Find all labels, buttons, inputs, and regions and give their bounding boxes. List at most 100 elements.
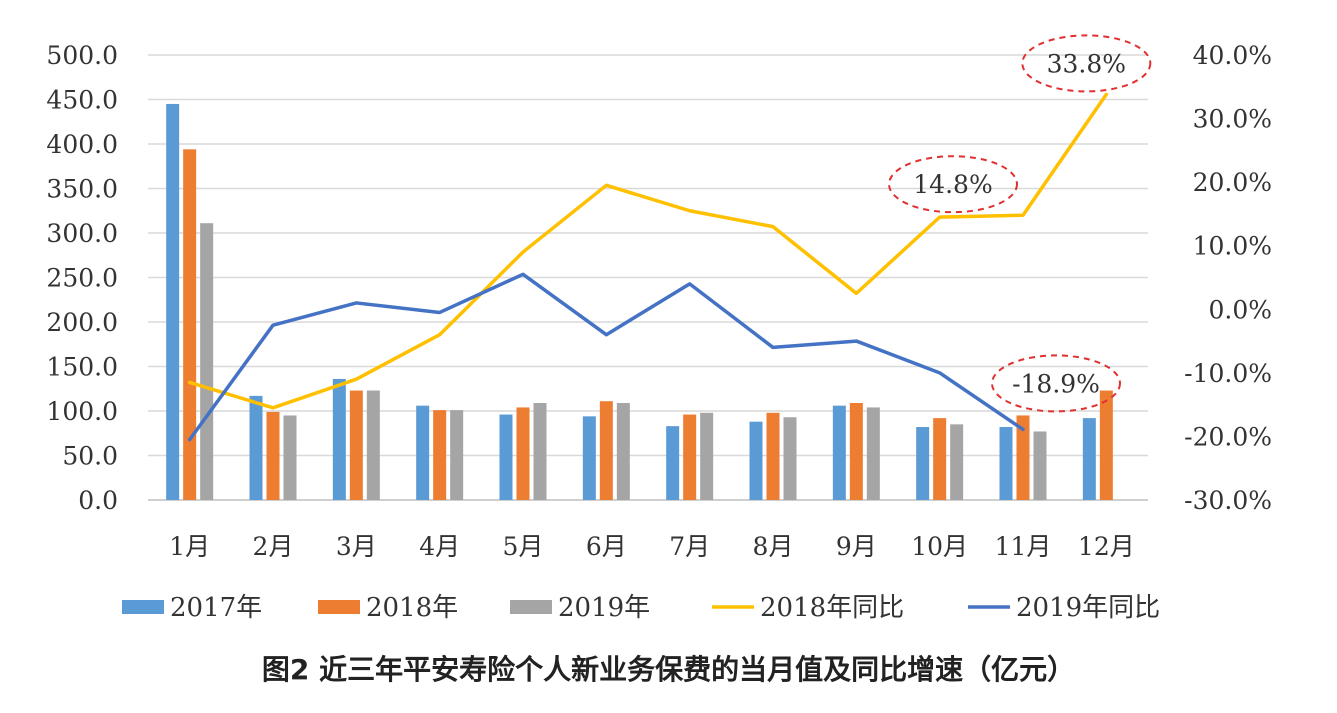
bar-2017年-3月 [332,378,346,500]
x-tick-label: 5月 [503,532,544,561]
bar-2019年-3月 [366,390,380,500]
annotation: 14.8% [888,155,1018,214]
bar-2019年-8月 [783,417,797,500]
bar-2017年-9月 [832,405,846,500]
right-tick-label: -30.0% [1184,486,1272,515]
x-tick-label: 3月 [336,532,377,561]
lines [187,92,1109,442]
annotation: -18.9% [991,354,1121,413]
x-tick-label: 12月 [1078,532,1135,561]
annotation-ellipse [888,155,1018,214]
left-tick-label: 400.0 [46,130,118,159]
bar-2019年-10月 [950,424,964,500]
gridlines [148,54,1148,501]
bar-2019年-11月 [1033,431,1047,500]
bar-2018年-7月 [683,414,697,500]
left-axis-ticks: 0.0 50.0 100.0 150.0 200.0 250.0 300.0 350.0 400… [46,41,118,515]
x-axis-ticks: 1月 2月 3月 4月 5月 6月 7月 8月 9月 10月 11月 12月 [169,532,1135,561]
bar-2017年-6月 [582,416,596,500]
legend-item: 2019年 [510,593,650,623]
x-tick-label: 10月 [911,532,968,561]
legend-swatch [122,600,164,614]
bar-2019年-7月 [700,412,714,500]
legend-label: 2018年同比 [760,593,904,623]
annotation-label: 14.8% [913,170,992,199]
bar-2018年-4月 [433,410,447,500]
bar-2018年-5月 [516,407,530,500]
right-tick-label: 0.0% [1208,295,1272,324]
bar-2017年-4月 [416,405,430,500]
bar-2017年-7月 [666,426,680,500]
legend-label: 2017年 [170,593,262,623]
bar-2018年-9月 [849,402,863,500]
bar-2018年-1月 [183,149,197,500]
bar-2018年-2月 [266,411,280,500]
x-tick-label: 7月 [669,532,710,561]
line-2018年同比 [187,92,1109,410]
legend-label: 2019年 [558,593,650,623]
bar-2017年-8月 [749,421,763,500]
left-tick-label: 350.0 [46,175,118,204]
annotation-label: 33.8% [1047,49,1126,78]
left-tick-label: 150.0 [46,353,118,382]
annotation-label: -18.9% [1012,369,1100,398]
legend-item: 2017年 [122,593,262,623]
x-tick-label: 1月 [169,532,210,561]
annotations: 33.8% 14.8% -18.9% [888,34,1152,413]
left-tick-label: 50.0 [62,442,118,471]
right-tick-label: 10.0% [1193,232,1272,261]
legend-label: 2019年同比 [1016,593,1160,623]
left-tick-label: 0.0 [78,486,118,515]
bar-2019年-1月 [200,223,214,500]
x-tick-label: 8月 [753,532,794,561]
bar-2019年-5月 [533,402,547,500]
legend-item: 2019年同比 [968,593,1160,623]
x-tick-label: 6月 [586,532,627,561]
left-tick-label: 100.0 [46,397,118,426]
bar-2017年-2月 [249,395,263,500]
legend-item: 2018年同比 [712,593,904,623]
left-tick-label: 300.0 [46,219,118,248]
legend-swatch [318,600,360,614]
x-tick-label: 9月 [836,532,877,561]
bar-2019年-9月 [866,407,880,500]
bar-2019年-2月 [283,415,297,500]
x-tick-label: 2月 [253,532,294,561]
x-tick-label: 4月 [419,532,460,561]
bar-2019年-6月 [616,402,630,500]
bar-2019年-4月 [450,410,464,500]
bar-2017年-11月 [999,427,1013,500]
left-tick-label: 250.0 [46,264,118,293]
bar-2017年-10月 [916,427,930,500]
right-tick-label: -20.0% [1184,422,1272,451]
bar-2017年-12月 [1082,418,1096,500]
right-tick-label: -10.0% [1184,359,1272,388]
annotation-ellipse [1021,34,1152,93]
right-tick-label: 30.0% [1193,105,1272,134]
annotation: 33.8% [1021,34,1152,93]
bar-2017年-1月 [166,103,180,500]
right-tick-label: 20.0% [1193,168,1272,197]
bar-2017年-5月 [499,414,513,500]
bars [166,103,1113,500]
bar-2018年-6月 [599,401,613,500]
right-axis-ticks: -30.0% -20.0% -10.0% 0.0% 10.0% 20.0% 30.0% 40.… [1184,41,1272,515]
bar-2018年-12月 [1099,390,1113,500]
bar-2018年-11月 [1016,415,1030,500]
legend-swatch [510,600,552,614]
legend-label: 2018年 [366,593,458,623]
legend-item: 2018年 [318,593,458,623]
left-tick-label: 450.0 [46,86,118,115]
x-tick-label: 11月 [995,532,1052,561]
annotation-ellipse [991,354,1121,413]
line-2019年同比 [187,272,1025,442]
left-tick-label: 200.0 [46,308,118,337]
figure-caption: 图2 近三年平安寿险个人新业务保费的当月值及同比增速（亿元） [261,653,1076,686]
legend: 2017年 2018年 2019年 2018年同比 2019年同比 [122,593,1160,623]
right-tick-label: 40.0% [1193,41,1272,70]
left-tick-label: 500.0 [46,41,118,70]
bar-2018年-8月 [766,412,780,500]
bar-2018年-3月 [349,390,363,500]
bar-2018年-10月 [933,418,947,500]
